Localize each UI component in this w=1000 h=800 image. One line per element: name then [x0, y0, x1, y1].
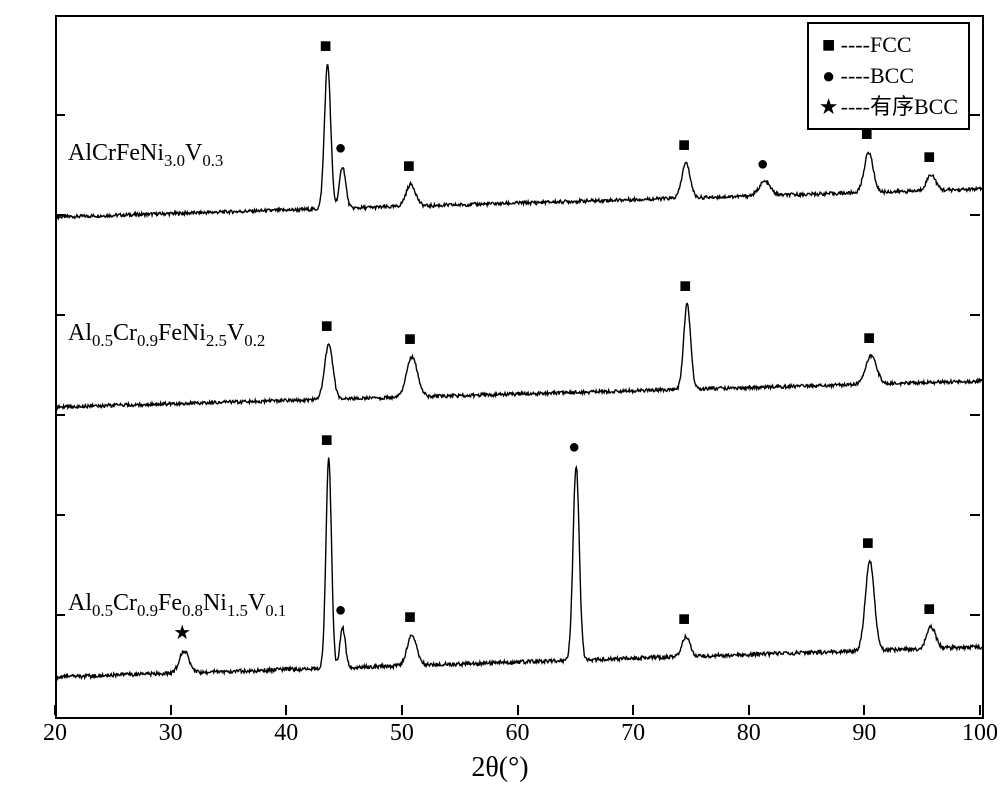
- x-tick-label: 40: [274, 720, 298, 747]
- x-tick: [632, 705, 634, 715]
- x-tick-label: 80: [737, 720, 761, 747]
- x-tick-label: 60: [506, 720, 530, 747]
- legend-dash: ----: [841, 30, 870, 61]
- peak-marker-fcc: ■: [321, 429, 333, 452]
- y-tick: [55, 614, 65, 616]
- legend-dash: ----: [841, 61, 870, 92]
- y-tick: [970, 214, 980, 216]
- peak-marker-fcc: ■: [679, 275, 691, 298]
- y-tick: [970, 114, 980, 116]
- y-tick: [970, 414, 980, 416]
- peak-marker-fcc: ■: [320, 35, 332, 58]
- y-tick: [55, 114, 65, 116]
- peak-marker-fcc: ■: [923, 146, 935, 169]
- x-tick-label: 50: [390, 720, 414, 747]
- x-tick-label: 100: [962, 720, 998, 747]
- legend-item-fcc: ■ ---- FCC: [819, 30, 958, 61]
- x-tick-label: 30: [159, 720, 183, 747]
- peak-marker-fcc: ■: [862, 532, 874, 555]
- x-tick: [401, 705, 403, 715]
- legend-label: 有序BCC: [870, 92, 958, 123]
- x-tick-label: 20: [43, 720, 67, 747]
- legend-dash: ----: [841, 92, 870, 123]
- peak-marker-bcc: ●: [757, 153, 769, 176]
- y-tick: [970, 614, 980, 616]
- x-tick: [54, 705, 56, 715]
- y-tick: [55, 514, 65, 516]
- x-axis-label: 2θ(°): [0, 752, 1000, 784]
- legend: ■ ---- FCC ● ---- BCC ★ ---- 有序BCC: [807, 22, 970, 130]
- x-tick: [979, 705, 981, 715]
- x-tick: [517, 705, 519, 715]
- star-icon: ★: [819, 92, 839, 123]
- x-tick-label: 70: [621, 720, 645, 747]
- y-tick: [55, 214, 65, 216]
- peak-marker-fcc: ■: [404, 606, 416, 629]
- x-tick: [285, 705, 287, 715]
- x-tick-label: 90: [852, 720, 876, 747]
- peak-marker-bcc: ●: [335, 137, 347, 160]
- xrd-chart: ■ ---- FCC ● ---- BCC ★ ---- 有序BCC 2θ(°)…: [0, 0, 1000, 800]
- y-tick: [970, 314, 980, 316]
- series-label-bottom: Al0.5Cr0.9Fe0.8Ni1.5V0.1: [68, 590, 286, 621]
- legend-label: FCC: [870, 30, 912, 61]
- legend-item-bcc: ● ---- BCC: [819, 61, 958, 92]
- circle-icon: ●: [819, 61, 839, 92]
- series-label-top: AlCrFeNi3.0V0.3: [68, 140, 223, 171]
- xrd-trace-bottom: [57, 458, 982, 679]
- peak-marker-fcc: ■: [321, 315, 333, 338]
- square-icon: ■: [819, 30, 839, 61]
- legend-label: BCC: [870, 61, 914, 92]
- peak-marker-fcc: ■: [404, 328, 416, 351]
- y-tick: [55, 314, 65, 316]
- peak-marker-fcc: ■: [403, 155, 415, 178]
- peak-marker-bcc: ●: [335, 599, 347, 622]
- peak-marker-bcc: ●: [568, 436, 580, 459]
- x-tick: [863, 705, 865, 715]
- series-label-middle: Al0.5Cr0.9FeNi2.5V0.2: [68, 320, 265, 351]
- peak-marker-fcc: ■: [678, 134, 690, 157]
- x-tick: [170, 705, 172, 715]
- x-tick: [748, 705, 750, 715]
- y-tick: [55, 414, 65, 416]
- peak-marker-fcc: ■: [923, 598, 935, 621]
- peak-marker-fcc: ■: [863, 327, 875, 350]
- legend-item-ordered-bcc: ★ ---- 有序BCC: [819, 92, 958, 123]
- peak-marker-ord_bcc: ★: [173, 620, 191, 645]
- peak-marker-fcc: ■: [678, 608, 690, 631]
- y-tick: [970, 514, 980, 516]
- peak-marker-fcc: ■: [861, 123, 873, 146]
